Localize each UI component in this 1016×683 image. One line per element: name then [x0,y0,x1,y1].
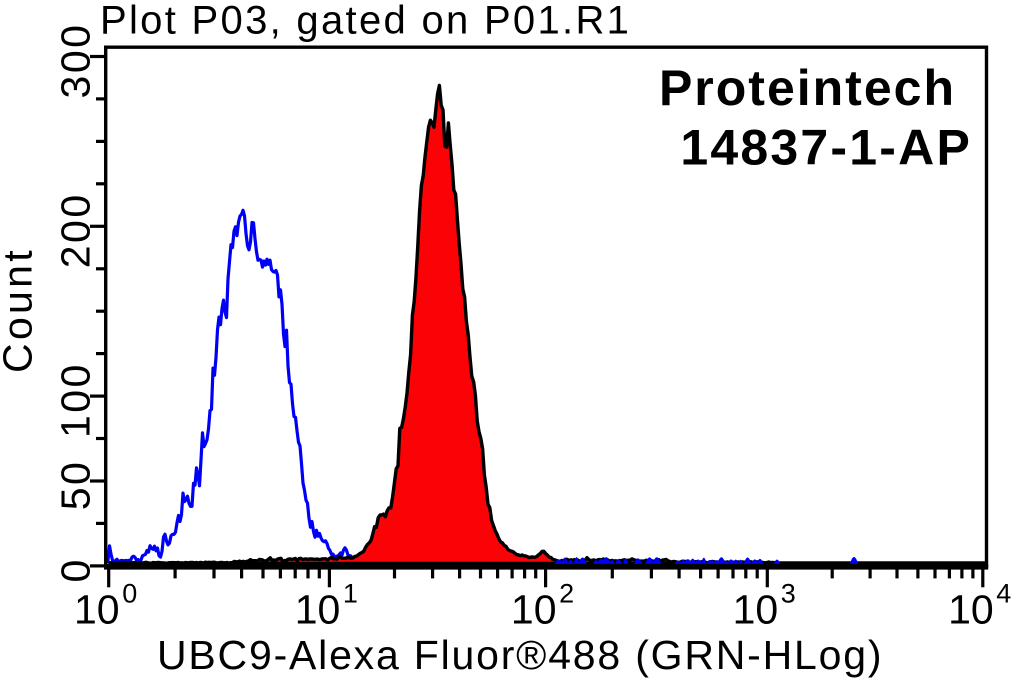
svg-text:1: 1 [343,579,358,609]
svg-text:10: 10 [295,587,341,633]
svg-text:0: 0 [122,579,137,609]
svg-text:200: 200 [53,192,99,268]
svg-text:3: 3 [781,579,796,609]
svg-text:100: 100 [53,362,99,438]
svg-text:UBC9-Alexa Fluor®488 (GRN-HLog: UBC9-Alexa Fluor®488 (GRN-HLog) [157,632,883,678]
svg-text:4: 4 [996,579,1011,609]
svg-text:Proteintech: Proteintech [659,60,956,116]
svg-text:14837-1-AP: 14837-1-AP [680,120,972,176]
svg-text:10: 10 [733,587,779,633]
svg-text:Count: Count [0,247,41,373]
svg-text:50: 50 [53,460,99,511]
svg-text:Plot P03, gated on P01.R1: Plot P03, gated on P01.R1 [100,0,631,43]
svg-text:10: 10 [74,587,120,633]
svg-text:0: 0 [53,557,99,582]
svg-text:10: 10 [511,587,557,633]
svg-text:2: 2 [559,579,574,609]
svg-text:10: 10 [948,587,994,633]
svg-text:300: 300 [53,23,99,99]
